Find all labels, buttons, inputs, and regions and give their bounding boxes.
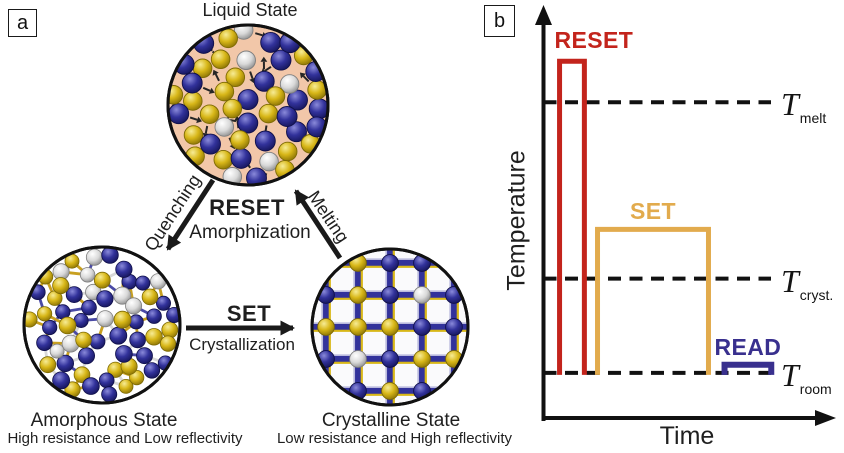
panel-b-label: b — [484, 5, 515, 37]
liquid-state-illustration — [166, 23, 330, 187]
reset-pulse-label: RESET — [554, 27, 634, 54]
set-pulse-label: SET — [630, 198, 676, 225]
t-melt-label: Tmelt — [781, 86, 827, 127]
crystalline-state-title: Crystalline State — [321, 410, 461, 431]
read-pulse-label: READ — [714, 333, 782, 360]
crystallization-label-text: Crystallization — [189, 335, 295, 354]
crystalline-state-illustration — [310, 247, 470, 407]
liquid-state-title: Liquid State — [202, 0, 298, 20]
amorphization-label: Amorphization — [189, 222, 311, 243]
t-cryst-subscript: cryst. — [799, 286, 834, 303]
time-axis-arrowhead — [815, 410, 836, 426]
amorphous-state-subtitle: High resistance and Low reflectivity — [7, 430, 243, 447]
set-pulse — [595, 226, 711, 375]
amorphous-state-title: Amorphous State — [30, 410, 178, 431]
t-cryst-label: Tcryst. — [781, 262, 834, 303]
temperature-axis-arrowhead — [535, 5, 552, 25]
t-melt-symbol: T — [781, 86, 799, 123]
t-cryst-symbol: T — [781, 262, 799, 299]
set-transition-label: SET — [226, 301, 272, 326]
y-axis-title: Temperature — [502, 150, 531, 291]
crystalline-state-subtitle: Low resistance and High reflectivity — [276, 430, 513, 447]
t-room-label: Troom — [781, 356, 832, 397]
panel-a-label: a — [8, 9, 37, 37]
t-room-symbol: T — [781, 356, 799, 393]
x-axis-title: Time — [659, 422, 715, 450]
t-melt-subscript: melt — [799, 110, 827, 127]
read-pulse — [721, 361, 775, 375]
amorphous-state-illustration — [22, 245, 182, 405]
reset-pulse — [557, 58, 587, 375]
reset-transition-label: RESET — [209, 195, 285, 220]
t-room-subscript: room — [799, 380, 832, 397]
